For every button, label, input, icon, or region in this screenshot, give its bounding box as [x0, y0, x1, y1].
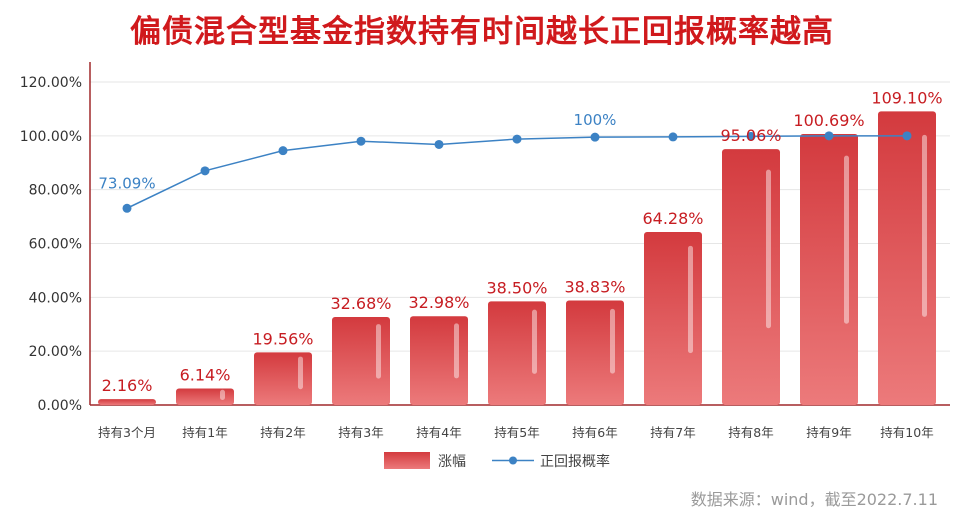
legend: 涨幅 正回报概率	[384, 452, 610, 470]
y-tick-label: 100.00%	[20, 129, 82, 145]
line-series	[122, 131, 912, 213]
bar	[254, 352, 312, 405]
bar-data-label: 95.06%	[720, 126, 781, 145]
y-tick-label: 0.00%	[38, 398, 82, 414]
legend-label-line: 正回报概率	[540, 453, 610, 470]
bar-highlight	[922, 134, 927, 317]
bar-data-label: 19.56%	[252, 329, 313, 348]
line-data-label: 100%	[574, 111, 617, 129]
bar-series	[98, 111, 936, 406]
bar-data-label: 32.68%	[330, 294, 391, 313]
chart-title: 偏债混合型基金指数持有时间越长正回报概率越高	[130, 14, 834, 50]
bar-highlight	[454, 323, 459, 379]
bar	[800, 133, 858, 406]
line-point	[434, 139, 444, 149]
bar	[98, 399, 156, 405]
bar-highlight	[376, 324, 381, 379]
bar	[722, 149, 780, 405]
line-point	[590, 132, 600, 142]
line-point	[746, 131, 756, 141]
bar	[332, 317, 390, 405]
line-point	[668, 132, 678, 142]
bar-data-label: 38.83%	[564, 277, 625, 296]
bar-data-label: 109.10%	[871, 88, 942, 107]
x-tick-label: 持有5年	[494, 425, 539, 440]
line-point	[902, 131, 912, 141]
x-tick-label: 持有9年	[806, 425, 851, 440]
bar-highlight	[766, 169, 771, 329]
line-point	[122, 203, 132, 213]
data-labels: 2.16% 6.14% 19.56% 32.68% 32.98% 38.50% 38.83%…	[98, 88, 942, 395]
bar	[878, 111, 936, 405]
bar-data-label: 2.16%	[102, 376, 153, 395]
bar-data-label: 64.28%	[642, 209, 703, 228]
bar	[176, 388, 234, 405]
x-tick-label: 持有2年	[260, 425, 305, 440]
line-data-label: 73.09%	[98, 174, 155, 192]
y-tick-label: 80.00%	[29, 183, 82, 199]
bar-data-label: 100.69%	[793, 111, 864, 130]
y-tick-label: 20.00%	[29, 344, 82, 360]
x-tick-label: 持有6年	[572, 425, 617, 440]
x-tick-label: 持有8年	[728, 425, 773, 440]
x-tick-label: 持有7年	[650, 425, 695, 440]
line-point	[512, 134, 522, 144]
legend-swatch-bar	[384, 452, 430, 469]
line-path	[126, 135, 907, 209]
bar-data-label: 6.14%	[180, 365, 231, 384]
bar-highlight	[844, 155, 849, 324]
bar-highlight	[532, 309, 537, 374]
x-tick-label: 持有3年	[338, 425, 383, 440]
y-tick-label: 120.00%	[20, 75, 82, 91]
data-source-note: 数据来源：wind，截至2022.7.11	[690, 490, 938, 509]
line-point	[200, 166, 210, 176]
bar-data-label: 38.50%	[486, 278, 547, 297]
y-tick-label: 40.00%	[29, 290, 82, 306]
bar	[410, 316, 468, 405]
line-point	[278, 146, 288, 156]
y-tick-label: 60.00%	[29, 237, 82, 253]
bar-highlight	[298, 356, 303, 390]
bar-data-label: 32.98%	[408, 293, 469, 312]
x-tick-label: 持有3个月	[98, 425, 156, 440]
bar	[566, 300, 624, 405]
legend-swatch-marker	[509, 456, 517, 465]
bar-highlight	[220, 389, 225, 401]
axes: 0.00% 20.00% 40.00% 60.00% 80.00% 100.00% 120.…	[20, 62, 950, 440]
bar-highlight	[610, 308, 615, 374]
x-tick-label: 持有10年	[880, 425, 933, 440]
x-tick-label: 持有4年	[416, 425, 461, 440]
bar	[488, 301, 546, 405]
legend-label-bar: 涨幅	[438, 454, 466, 470]
line-point	[356, 136, 366, 146]
line-point	[824, 131, 834, 141]
bar-highlight	[688, 245, 693, 354]
bar	[644, 231, 702, 405]
x-tick-label: 持有1年	[182, 425, 227, 440]
